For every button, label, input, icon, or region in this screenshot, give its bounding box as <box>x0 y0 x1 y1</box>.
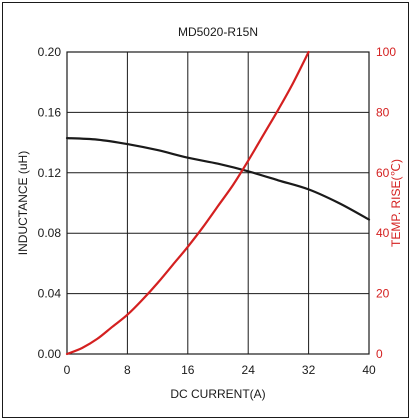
grid <box>67 52 369 354</box>
y-tick-label: 0.16 <box>38 105 62 119</box>
series-layer <box>65 50 371 356</box>
chart-title: MD5020-R15N <box>178 25 258 39</box>
y2-tick-label: 20 <box>376 287 390 301</box>
x-tick-label: 40 <box>362 363 376 377</box>
y-tick-labels: 0.00 0.04 0.08 0.12 0.16 0.20 <box>38 45 62 361</box>
y2-tick-labels: 0 20 40 60 80 100 <box>376 45 396 361</box>
y-tick-label: 0.00 <box>38 347 62 361</box>
y-tick-label: 0.20 <box>38 45 62 59</box>
temp-rise-line <box>65 50 310 356</box>
x-tick-labels: 0 8 16 24 32 40 <box>64 363 376 377</box>
y2-tick-label: 80 <box>376 105 390 119</box>
x-tick-label: 16 <box>181 363 195 377</box>
y2-tick-label: 60 <box>376 166 390 180</box>
y-tick-label: 0.04 <box>38 287 62 301</box>
inductance-line <box>65 137 371 221</box>
x-axis-label: DC CURRENT(A) <box>170 387 265 401</box>
x-tick-label: 0 <box>64 363 71 377</box>
y2-tick-label: 100 <box>376 45 396 59</box>
y2-tick-label: 40 <box>376 226 390 240</box>
y-axis-label: INDUCTANCE (uH) <box>16 151 30 255</box>
plot-border <box>66 51 370 355</box>
x-tick-label: 24 <box>242 363 256 377</box>
x-tick-label: 8 <box>124 363 131 377</box>
y2-tick-label: 0 <box>376 347 383 361</box>
x-tick-label: 32 <box>302 363 316 377</box>
y-tick-label: 0.12 <box>38 166 62 180</box>
y-tick-label: 0.08 <box>38 226 62 240</box>
y2-axis-label: TEMP. RISE(℃) <box>389 159 403 247</box>
